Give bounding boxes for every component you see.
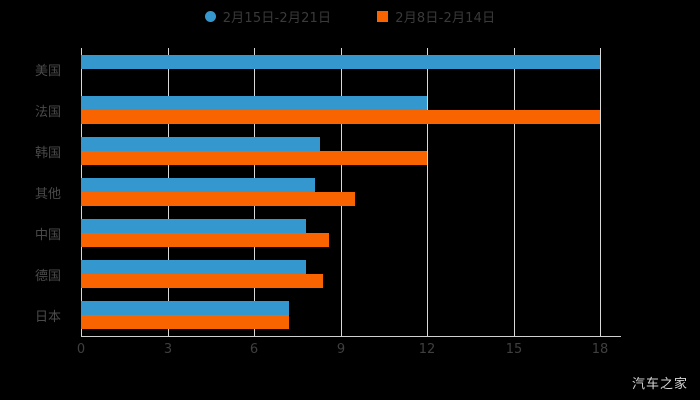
x-tick-label: 15 (505, 342, 523, 357)
legend-label: 2月15日-2月21日 (222, 10, 332, 26)
x-axis-tick-labels: 0 3 6 9 12 15 18 (0, 340, 700, 362)
y-axis-label: 德国 (34, 269, 61, 284)
legend-swatch-dot-icon (204, 10, 216, 22)
x-tick-label: 3 (163, 342, 173, 357)
y-axis-category-labels: 美国法国韩国其他中国德国日本 (0, 48, 71, 336)
legend-item[interactable]: 2月15日-2月21日 (204, 7, 332, 26)
bar[interactable] (81, 233, 329, 247)
y-axis-label: 日本 (34, 310, 61, 325)
bar[interactable] (81, 260, 306, 274)
x-tick-label: 12 (418, 342, 436, 357)
y-axis-label: 其他 (34, 187, 61, 202)
bar[interactable] (81, 192, 355, 206)
bar[interactable] (81, 301, 289, 315)
gridline (600, 48, 601, 336)
watermark: 汽车之家 (631, 377, 688, 392)
legend-label: 2月8日-2月14日 (395, 10, 496, 26)
legend-swatch-square-icon (377, 10, 389, 22)
y-axis-label: 法国 (34, 105, 61, 120)
bar[interactable] (81, 96, 427, 110)
x-axis-line (81, 336, 621, 337)
x-tick-label: 6 (249, 342, 259, 357)
bar[interactable] (81, 219, 306, 233)
legend-item[interactable]: 2月8日-2月14日 (377, 7, 495, 26)
y-axis-label: 中国 (34, 228, 61, 243)
x-tick-label: 18 (591, 342, 609, 357)
y-axis-label: 美国 (34, 64, 61, 79)
bar[interactable] (81, 137, 320, 151)
x-tick-label: 0 (76, 342, 86, 357)
gridline (427, 48, 428, 336)
bar[interactable] (81, 151, 427, 165)
bar[interactable] (81, 274, 323, 288)
bar[interactable] (81, 178, 315, 192)
x-tick-label: 9 (336, 342, 346, 357)
bar[interactable] (81, 110, 600, 124)
gridline (514, 48, 515, 336)
chart-legend: 2月15日-2月21日 2月8日-2月14日 (0, 4, 700, 28)
plot-area (81, 48, 601, 336)
y-axis-label: 韩国 (34, 146, 61, 161)
bar[interactable] (81, 315, 289, 329)
bar[interactable] (81, 55, 600, 69)
